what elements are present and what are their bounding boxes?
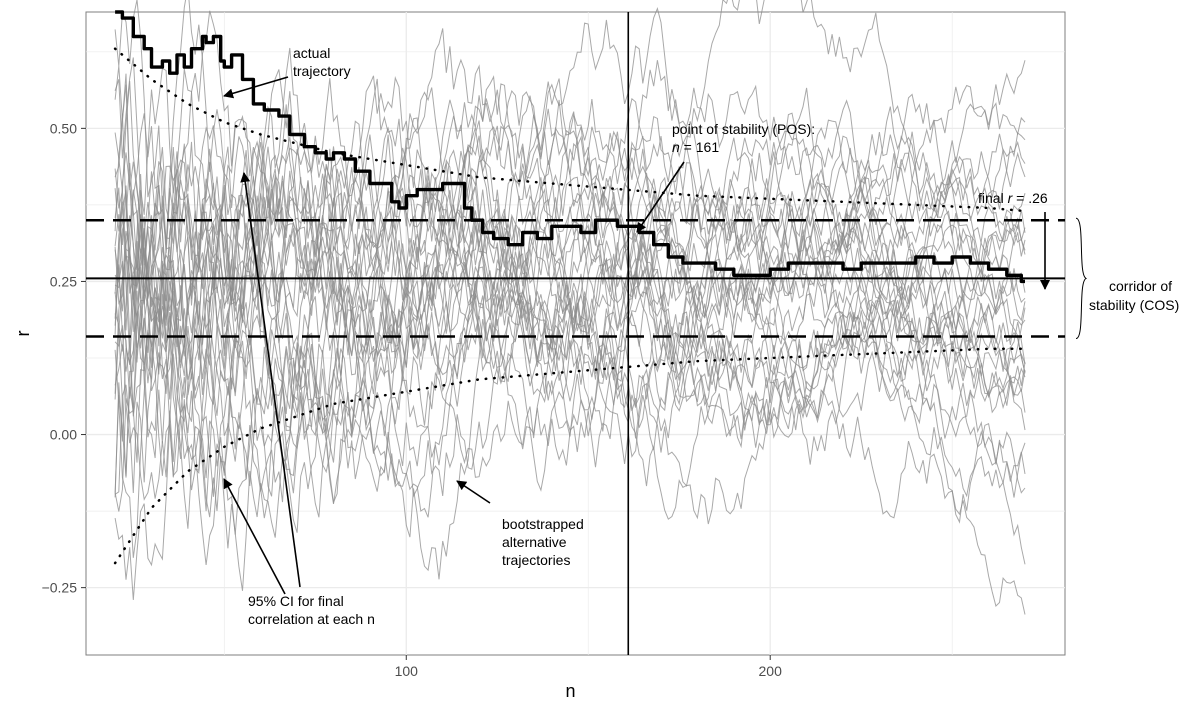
panel-border: [85, 11, 1066, 656]
bootstrap-trajectory-10: [114, 47, 1026, 400]
corridor-brace: [1075, 217, 1088, 340]
arrow-ci-lower: [223, 478, 286, 595]
y-tick-label-2: 0.25: [50, 273, 77, 289]
annotation-bootstrap-line-2: alternative: [502, 534, 567, 550]
annotation-arrows: [223, 76, 1088, 595]
bootstrap-trajectory-14: [114, 87, 1026, 417]
x-tick-label-0: 100: [395, 663, 419, 679]
bootstrap-trajectory-28: [114, 162, 1026, 505]
bootstrap-trajectory-21: [114, 203, 1026, 565]
axes: 100 200 −0.25 0.00 0.25 0.50 n r: [13, 120, 782, 701]
reference-lines: [86, 12, 1065, 655]
x-axis-title: n: [565, 681, 575, 701]
annotation-final-r: final r = .26: [978, 190, 1048, 206]
bootstrap-trajectory-25: [114, 126, 1026, 615]
annotation-bootstrap-line-1: bootstrapped: [502, 516, 584, 532]
annotation-final-r-italic: r: [1008, 190, 1014, 206]
bootstrap-trajectory-23: [114, 0, 1026, 465]
annotation-final-value: = .26: [1012, 190, 1048, 206]
annotation-actual-line-1: actual: [293, 45, 330, 61]
annotation-bootstrap-line-3: trajectories: [502, 552, 570, 568]
bootstrap-trajectory-29: [114, 7, 1026, 307]
bootstrap-trajectories: [114, 0, 1026, 615]
annotation-final-prefix: final: [978, 190, 1008, 206]
annotation-corridor-line-2: stability (COS): [1089, 297, 1179, 313]
actual-trajectory-line: [115, 10, 1025, 284]
bootstrap-trajectory-27: [114, 165, 1026, 518]
annotation-corridor-line-1: corridor of: [1109, 278, 1172, 294]
bootstrap-trajectory-22: [114, 112, 1026, 493]
annotations: actual trajectory point of stability (PO…: [248, 45, 1179, 627]
annotation-actual-line-2: trajectory: [293, 63, 351, 79]
annotation-pos-line-1: point of stability (POS):: [672, 121, 815, 137]
actual-trajectory-group: [115, 10, 1025, 284]
x-tick-label-1: 200: [759, 663, 783, 679]
y-tick-label-0: −0.25: [42, 580, 78, 596]
arrow-actual-trajectory: [223, 76, 289, 99]
annotation-pos-n-italic: n: [672, 139, 680, 155]
arrow-bootstrap: [456, 480, 491, 504]
annotation-ci-line-2: correlation at each n: [248, 611, 375, 627]
annotation-ci-line-1: 95% CI for final: [248, 593, 344, 609]
bootstrap-trajectory-26: [114, 168, 1026, 498]
bootstrap-trajectory-24: [114, 28, 1026, 438]
bootstrap-trajectory-13: [114, 0, 1026, 392]
y-tick-label-3: 0.50: [50, 120, 77, 136]
annotation-pos-line-2: n = 161: [672, 139, 719, 155]
y-tick-label-1: 0.00: [50, 427, 77, 443]
plot-panel: [85, 11, 1066, 656]
annotation-pos-n-value: = 161: [680, 139, 720, 155]
y-axis-title: r: [13, 331, 33, 337]
ci-upper-dotted-line: [113, 47, 1027, 213]
arrow-point-of-stability: [636, 161, 685, 233]
bootstrap-trajectory-12: [114, 185, 1026, 591]
arrow-ci-upper: [240, 172, 301, 588]
